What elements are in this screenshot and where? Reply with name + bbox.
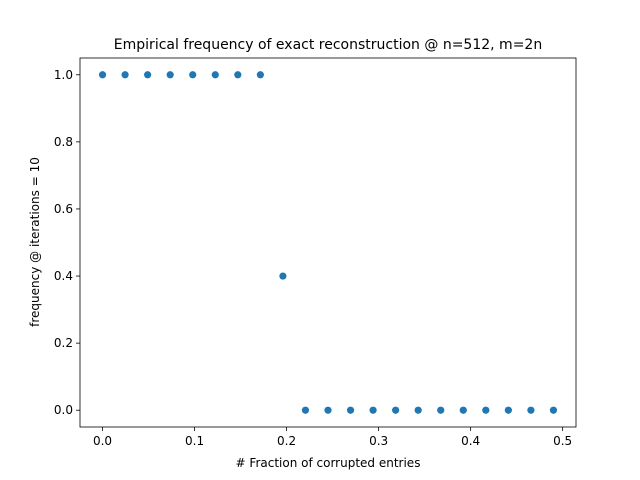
- data-point: [234, 71, 242, 79]
- plot-frame: [79, 57, 577, 428]
- data-point: [301, 406, 310, 414]
- x-tick-label: 0.4: [461, 434, 480, 448]
- y-axis-label: frequency @ iterations = 10: [28, 157, 42, 327]
- data-point: [256, 71, 264, 79]
- y-axis: 0.0 0.2 0.4 0.6 0.8 1.0: [54, 68, 80, 417]
- y-tick-label: 1.0: [54, 68, 73, 82]
- data-point: [369, 406, 377, 414]
- y-tick-label: 0.8: [54, 135, 73, 149]
- data-point: [392, 406, 400, 414]
- data-point: [527, 406, 535, 414]
- x-tick-label: 0.5: [553, 434, 572, 448]
- data-point: [346, 406, 355, 414]
- data-point: [504, 406, 512, 414]
- x-tick-label: 0.1: [185, 434, 204, 448]
- y-tick-label: 0.4: [54, 269, 73, 283]
- data-point: [98, 71, 107, 79]
- data-point: [549, 406, 558, 414]
- chart-title: Empirical frequency of exact reconstruct…: [114, 37, 542, 53]
- x-axis-label: # Fraction of corrupted entries: [236, 456, 421, 470]
- data-point: [211, 71, 219, 79]
- data-point: [121, 71, 129, 79]
- data-point: [324, 406, 332, 414]
- x-tick-label: 0.2: [277, 434, 296, 448]
- y-tick-label: 0.6: [54, 202, 73, 216]
- data-point: [482, 406, 490, 414]
- x-tick-label: 0.3: [369, 434, 388, 448]
- data-points: [98, 71, 558, 414]
- data-point: [166, 71, 174, 79]
- data-point: [279, 272, 287, 280]
- data-point: [437, 406, 445, 414]
- y-tick-label: 0.2: [54, 336, 73, 350]
- data-point: [459, 406, 467, 414]
- data-point: [414, 406, 422, 414]
- x-axis: 0.0 0.1 0.2 0.3 0.4 0.5: [93, 427, 572, 448]
- x-tick-label: 0.0: [93, 434, 112, 448]
- data-point: [189, 71, 197, 79]
- y-tick-label: 0.0: [54, 403, 73, 417]
- data-point: [144, 71, 152, 79]
